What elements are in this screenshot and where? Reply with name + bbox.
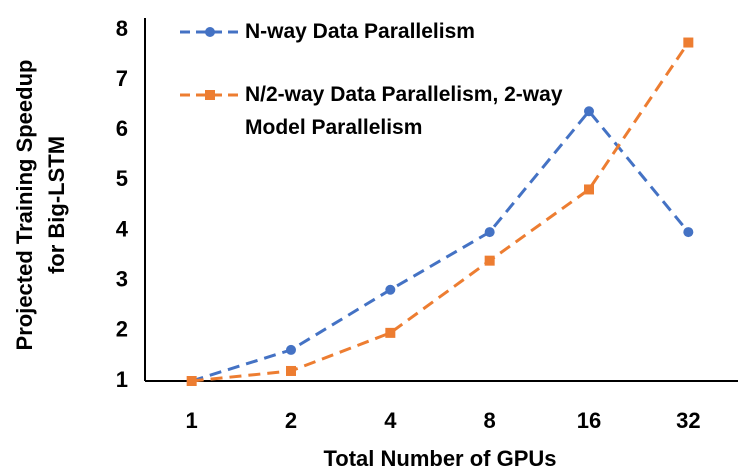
data-point: [286, 365, 296, 376]
y-tick-label: 2: [116, 317, 128, 342]
y-tick-label: 5: [116, 166, 128, 191]
y-tick-label: 4: [116, 216, 129, 241]
series-line: [191, 108, 690, 383]
x-tick-label: 8: [484, 408, 496, 433]
data-point: [385, 327, 396, 338]
y-tick-label: 3: [116, 267, 128, 292]
legend-marker: [205, 90, 215, 100]
data-point: [584, 184, 594, 195]
data-point: [484, 227, 495, 238]
data-point: [683, 227, 694, 238]
data-point: [385, 284, 396, 295]
y-tick-label: 6: [116, 116, 128, 141]
legend-marker: [205, 27, 215, 37]
y-tick-label: 8: [116, 16, 128, 41]
y-tick-label: 1: [116, 367, 128, 392]
series-line: [191, 41, 690, 383]
data-point: [186, 376, 197, 386]
y-axis-title: Projected Training Speedup: [12, 60, 37, 351]
x-tick-label: 32: [676, 408, 700, 433]
y-axis-title: for Big-LSTM: [44, 136, 69, 274]
data-point: [286, 344, 296, 355]
x-tick-label: 1: [186, 408, 198, 433]
x-tick-label: 2: [285, 408, 297, 433]
x-tick-label: 16: [577, 408, 601, 433]
data-point: [584, 106, 594, 117]
y-tick-label: 7: [116, 66, 128, 91]
x-axis-title: Total Number of GPUs: [323, 446, 556, 471]
legend-label: N-way Data Parallelism: [245, 20, 475, 43]
legend-label: N/2-way Data Parallelism, 2-way Model Pa…: [245, 83, 563, 139]
data-point: [683, 37, 694, 48]
data-point: [484, 255, 495, 266]
x-tick-label: 4: [384, 408, 397, 433]
